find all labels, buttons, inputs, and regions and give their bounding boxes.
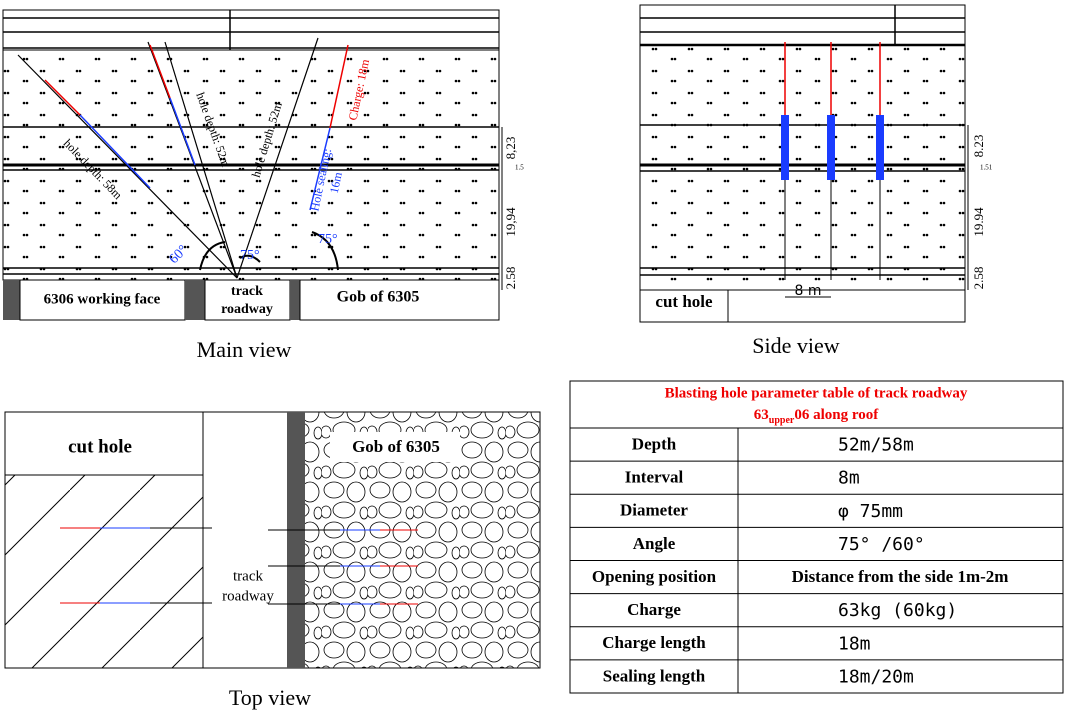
title-part: upper — [769, 415, 795, 426]
interval: 8 m — [795, 283, 822, 299]
caption: Side view — [752, 333, 839, 358]
caption: Main view — [197, 337, 292, 362]
caption: Top view — [229, 685, 311, 710]
track-roadway: roadway — [221, 302, 273, 317]
thickness: 2.58 — [971, 267, 986, 290]
param-value: 63kg (60kg) — [838, 600, 957, 621]
top-view: cut hole Gob of 6305 track roadway Top v… — [4, 411, 541, 710]
holes — [17, 37, 349, 279]
parameter-table: Blasting hole parameter table of track r… — [569, 380, 1064, 694]
thickness: 19.94 — [971, 207, 986, 237]
param-name: Diameter — [620, 501, 688, 520]
param-value: 18m — [838, 633, 871, 654]
param-value: 52m/58m — [838, 435, 914, 456]
table-title: Blasting hole parameter table of track r… — [665, 385, 968, 401]
side-view: 8 m cut hole 8.23 1.51 19.94 2.58 Side v… — [639, 4, 993, 358]
sealing-label: 16m — [327, 170, 345, 194]
param-value: φ 75mm — [838, 501, 903, 522]
track-roadway: track — [231, 284, 263, 299]
param-name: Depth — [632, 434, 677, 453]
title-part: 63 — [754, 407, 769, 423]
track-roadway: roadway — [222, 588, 274, 604]
table-rows: Depth 52m/58m Interval 8m Diameter φ 75mm Angl… — [570, 427, 1063, 693]
param-name: Angle — [633, 534, 676, 553]
gob: Gob of 6305 — [352, 437, 440, 456]
cut-hole: cut hole — [655, 292, 713, 311]
thickness: 1.5 — [515, 164, 524, 172]
thickness: 2.58 — [503, 267, 518, 290]
param-name: Charge — [627, 600, 681, 619]
gob: Gob of 6305 — [337, 289, 420, 306]
angle: 75° — [318, 232, 338, 247]
table-title: 63upper06 along roof — [754, 407, 879, 426]
param-name: Opening position — [592, 567, 717, 586]
param-name: Sealing length — [603, 666, 706, 685]
param-value: 18m/20m — [838, 666, 914, 687]
param-name: Charge length — [602, 633, 706, 652]
track-roadway: track — [233, 568, 263, 584]
param-value: Distance from the side 1m-2m — [792, 567, 1009, 586]
param-value: 75° /60° — [838, 534, 925, 555]
main-view: hole depth: 58m hole depth: 52m hole dep… — [2, 9, 524, 362]
angle: 75° — [240, 248, 260, 263]
working-face: 6306 working face — [44, 291, 161, 307]
thickness: 1.51 — [980, 164, 993, 172]
thickness: 19,94 — [503, 207, 518, 237]
param-name: Interval — [625, 468, 684, 487]
title-part: 06 along roof — [794, 407, 879, 423]
thickness: 8,23 — [503, 137, 518, 160]
cut-hole: cut hole — [68, 436, 132, 457]
param-value: 8m — [838, 468, 860, 489]
thickness: 8.23 — [971, 135, 986, 158]
